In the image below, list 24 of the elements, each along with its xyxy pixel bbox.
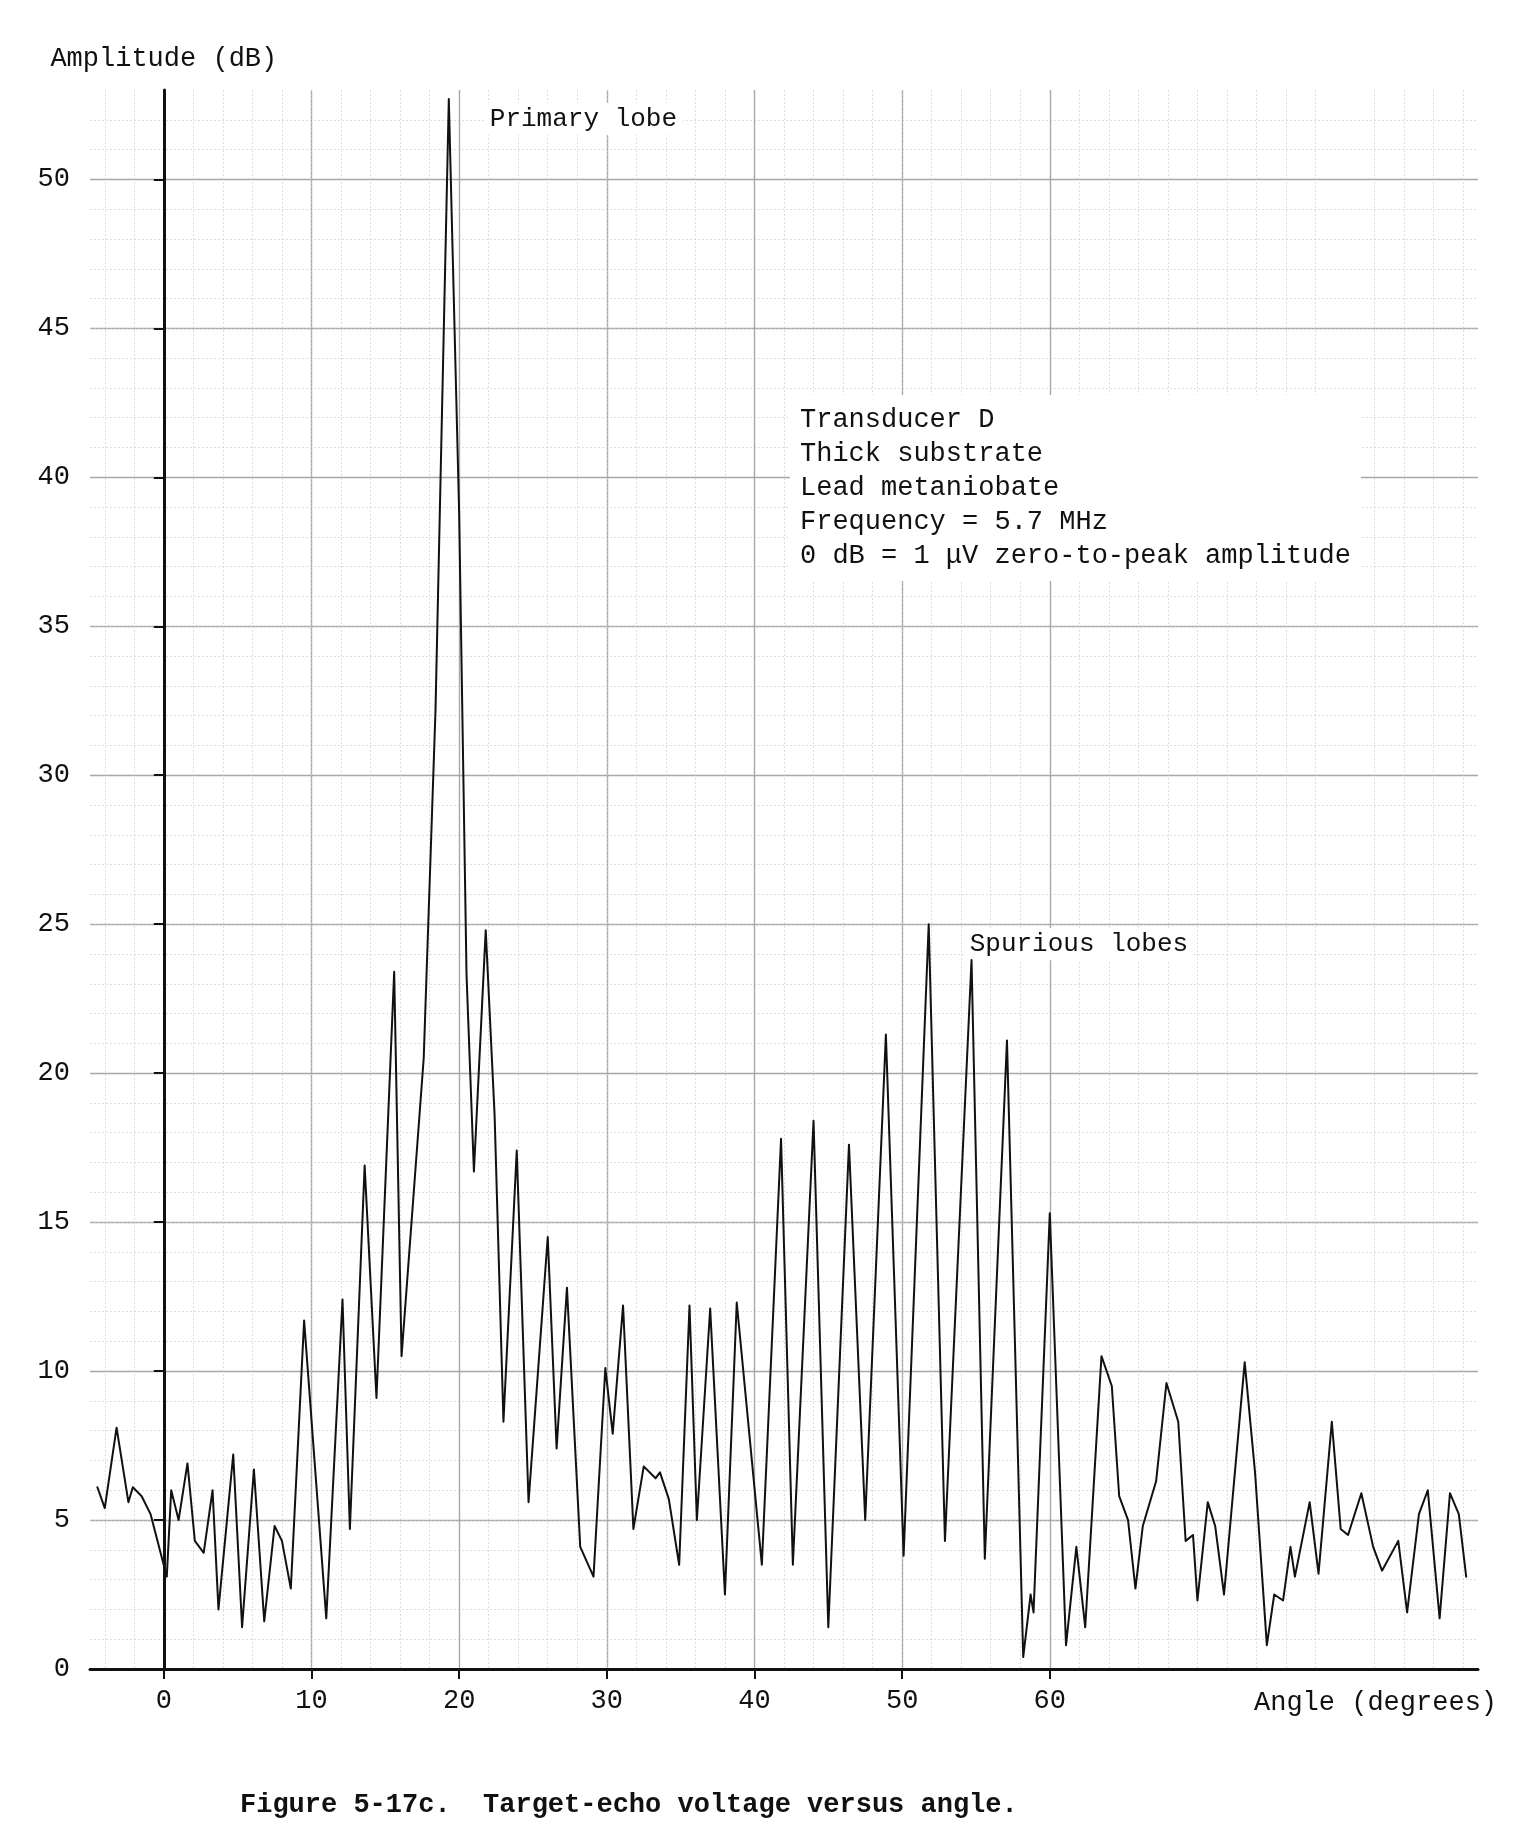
y-tick-label: 20 (37, 1058, 70, 1089)
y-tick-label: 50 (37, 164, 70, 195)
annotation: Transducer D Thick substrate Lead metaniobate Frequency = 5.7 MHz 0 dB = 1 μV zero-to-peak amplitude (800, 405, 1351, 571)
y-tick-label: 30 (37, 760, 70, 791)
x-tick-label: 50 (885, 1685, 919, 1716)
x-tick-label: 60 (1033, 1685, 1066, 1716)
x-tick-label: 0 (155, 1685, 172, 1716)
annotation: Primary lobe (489, 103, 678, 134)
y-tick-label: 10 (37, 1356, 70, 1387)
x-tick-label: 10 (295, 1685, 328, 1716)
annotation: Spurious lobes (969, 929, 1189, 960)
y-axis-title: Amplitude (dB) (50, 43, 278, 74)
y-tick-label: 0 (53, 1654, 70, 1684)
y-tick-label: 40 (37, 462, 70, 493)
y-tick-label: 25 (37, 909, 70, 940)
x-tick-label: 20 (442, 1685, 476, 1716)
x-tick-label: 40 (738, 1685, 771, 1716)
y-tick-label: 15 (37, 1207, 70, 1238)
x-axis-title: Angle (degrees) (1254, 1688, 1498, 1718)
caption: Figure 5-17c. Target-echo voltage versus angle. (240, 1790, 1018, 1820)
y-tick-label: 45 (37, 313, 70, 344)
y-tick-label: 5 (53, 1505, 70, 1536)
y-tick-label: 35 (37, 611, 70, 642)
x-tick-label: 30 (590, 1685, 624, 1716)
